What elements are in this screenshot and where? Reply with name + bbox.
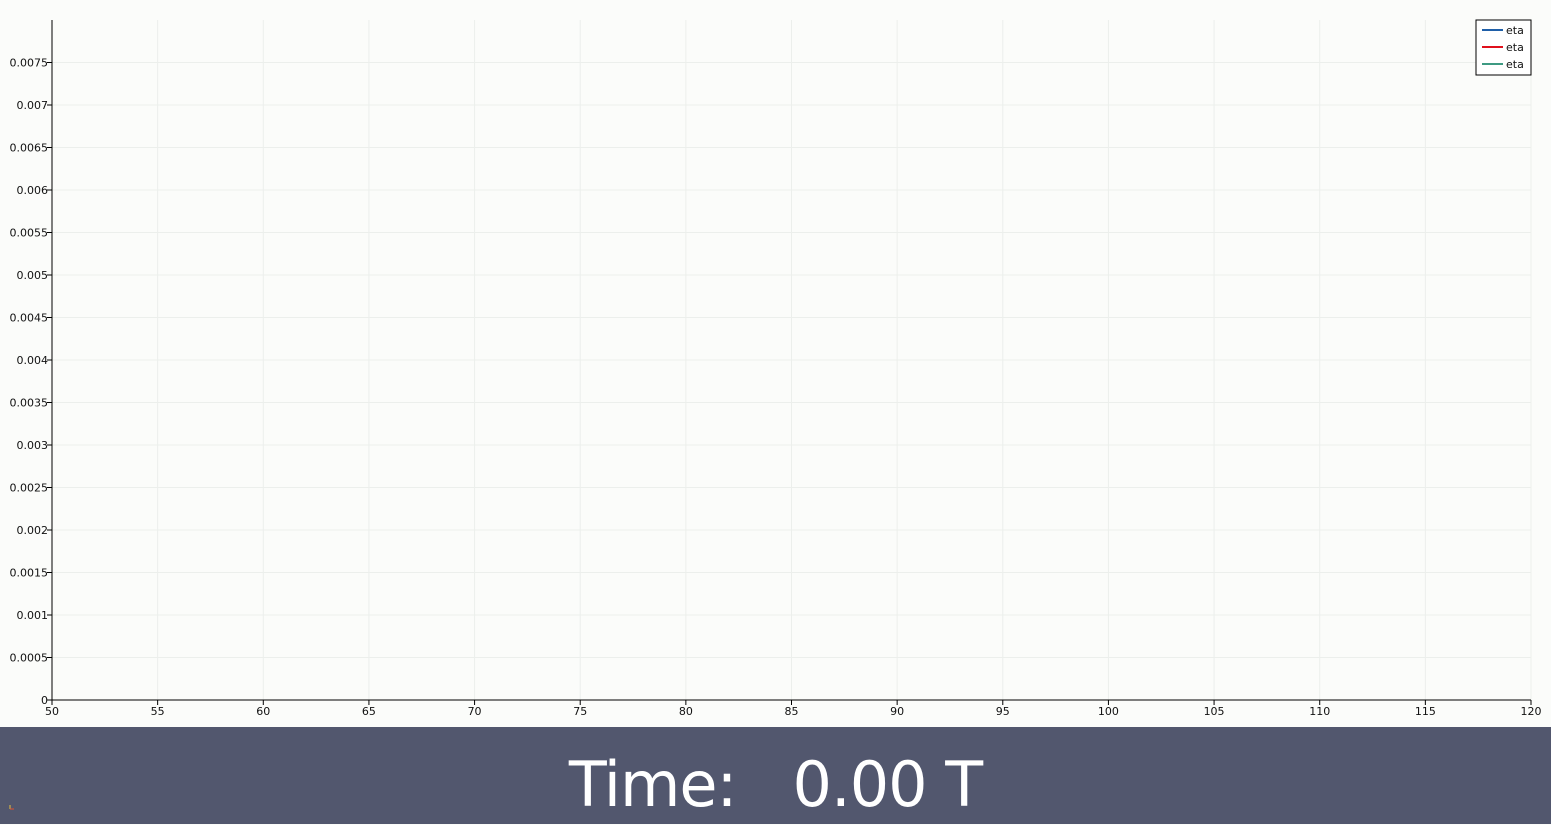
y-tick-label: 0.0045 bbox=[10, 312, 49, 325]
y-tick-label: 0.003 bbox=[17, 439, 49, 452]
x-tick-label: 50 bbox=[45, 705, 59, 718]
x-tick-label: 65 bbox=[362, 705, 376, 718]
y-tick-label: 0.006 bbox=[17, 184, 49, 197]
x-tick-label: 80 bbox=[679, 705, 693, 718]
y-tick-label: 0.0075 bbox=[10, 57, 49, 70]
x-tick-label: 55 bbox=[151, 705, 165, 718]
x-tick-label: 70 bbox=[468, 705, 482, 718]
y-tick-label: 0.0005 bbox=[10, 652, 49, 665]
y-tick-label: 0.002 bbox=[17, 524, 49, 537]
legend-label-1: eta bbox=[1506, 24, 1524, 37]
y-tick-label: 0.004 bbox=[17, 354, 49, 367]
line-chart: 50 55 60 65 70 75 80 85 90 95 100 105 110 115 120 0 0.00… bbox=[10, 19, 1542, 718]
y-tick-label: 0 bbox=[41, 694, 48, 707]
y-tick-label: 0.0035 bbox=[10, 397, 49, 410]
x-tick-label: 90 bbox=[890, 705, 904, 718]
x-tick-label: 95 bbox=[996, 705, 1010, 718]
time-readout: Time: 0.00 T bbox=[568, 748, 983, 821]
y-tick-label: 0.001 bbox=[17, 609, 49, 622]
legend-label-2: eta bbox=[1506, 41, 1524, 54]
x-tick-label: 105 bbox=[1204, 705, 1225, 718]
y-tick-label: 0.007 bbox=[17, 99, 49, 112]
axes-orientation-icon bbox=[9, 805, 14, 810]
x-tick-label: 100 bbox=[1098, 705, 1119, 718]
time-bar bbox=[0, 727, 1551, 824]
y-tick-label: 0.0065 bbox=[10, 142, 49, 155]
legend[interactable]: eta eta eta bbox=[1475, 19, 1532, 76]
y-tick-label: 0.0055 bbox=[10, 227, 49, 240]
x-tick-label: 110 bbox=[1309, 705, 1330, 718]
chart-area: 50 55 60 65 70 75 80 85 90 95 100 105 110 115 120 0 0.00… bbox=[10, 19, 1542, 718]
legend-label-3: eta bbox=[1506, 58, 1524, 71]
x-tick-label: 115 bbox=[1415, 705, 1436, 718]
axis-layer: 50 55 60 65 70 75 80 85 90 95 100 105 110 115 120 0 0.00… bbox=[10, 20, 1542, 718]
y-tick-label: 0.0025 bbox=[10, 482, 49, 495]
y-tick-label: 0.005 bbox=[17, 269, 49, 282]
x-tick-label: 75 bbox=[573, 705, 587, 718]
x-tick-label: 60 bbox=[256, 705, 270, 718]
grid-layer bbox=[52, 20, 1532, 700]
y-tick-label: 0.0015 bbox=[10, 567, 49, 580]
x-tick-label: 120 bbox=[1521, 705, 1542, 718]
x-tick-label: 85 bbox=[785, 705, 799, 718]
